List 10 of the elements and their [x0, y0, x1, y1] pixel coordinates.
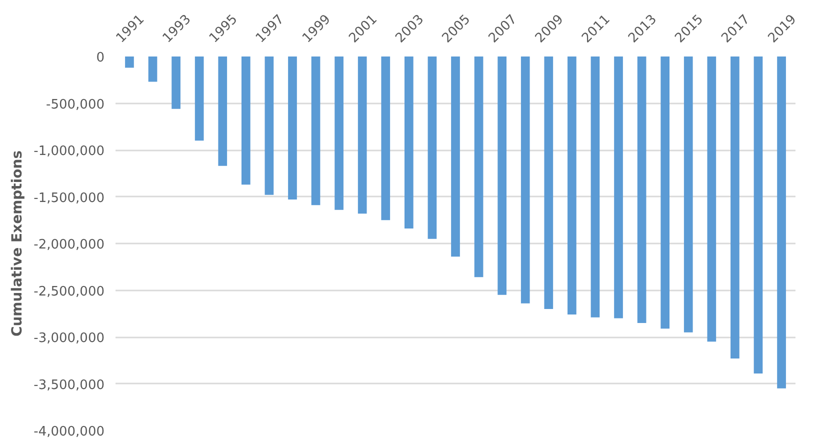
y-tick-label: 0 — [96, 50, 105, 66]
y-tick-label: -2,000,000 — [34, 238, 105, 252]
y-tick-label: -3,000,000 — [34, 331, 105, 346]
y-tick-label: -1,000,000 — [34, 144, 105, 159]
y-tick-label: -1,500,000 — [34, 190, 105, 206]
y-tick-label: -500,000 — [46, 97, 105, 112]
y-tick-label: -3,500,000 — [34, 378, 105, 393]
y-tick-label: -2,500,000 — [34, 284, 105, 300]
y-axis-title: Cumulative Exemptions — [10, 150, 26, 337]
y-tick-label: -4,000,000 — [34, 424, 105, 440]
